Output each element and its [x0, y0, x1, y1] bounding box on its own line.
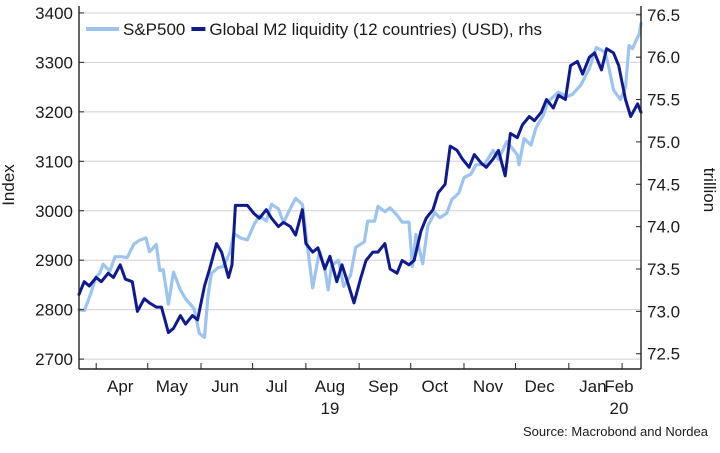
x-tick-label-feb: Feb	[604, 377, 633, 396]
right-tick-label: 73.0	[647, 302, 680, 321]
gridlines	[79, 12, 641, 360]
left-tick-label: 3100	[35, 152, 73, 171]
series-lines	[77, 21, 643, 339]
right-tick-label: 74.5	[647, 175, 680, 194]
left-tick-label: 3400	[35, 4, 73, 23]
x-tick-label-jun: Jun	[211, 377, 238, 396]
left-tick-label: 2700	[35, 350, 73, 369]
right-axis-ticks: 72.5 73.0 73.5 74.0 74.5 75.0 75.5 76.0 76.5	[636, 6, 680, 364]
right-tick-label: 75.0	[647, 133, 680, 152]
left-axis-ticks: 2700 2800 2900 3000 3100 3200 3300 3400	[35, 4, 84, 369]
x-year-label: 20	[610, 399, 629, 418]
right-tick-label: 76.0	[647, 48, 680, 67]
x-tick-label-sep: Sep	[368, 377, 398, 396]
right-tick-label: 75.5	[647, 91, 680, 110]
axes	[78, 6, 642, 370]
left-axis-label: Index	[0, 164, 18, 206]
legend-label-sp500: S&P500	[123, 20, 185, 39]
right-tick-label: 73.5	[647, 260, 680, 279]
left-tick-label: 3300	[35, 53, 73, 72]
source-note: Source: Macrobond and Nordea	[523, 424, 709, 439]
right-tick-label: 72.5	[647, 345, 680, 364]
x-tick-label-nov: Nov	[473, 377, 504, 396]
right-tick-label: 76.5	[647, 6, 680, 25]
x-year-label: 19	[320, 399, 339, 418]
left-tick-label: 3000	[35, 202, 73, 221]
x-tick-label-oct: Oct	[422, 377, 449, 396]
legend: S&P500 Global M2 liquidity (12 countries…	[86, 20, 542, 39]
right-tick-label: 74.0	[647, 218, 680, 237]
left-tick-label: 3200	[35, 103, 73, 122]
left-tick-label: 2900	[35, 251, 73, 270]
right-axis-label: trillion	[700, 168, 719, 212]
x-tick-label-aug: Aug	[315, 377, 345, 396]
x-tick-label-may: May	[156, 377, 189, 396]
x-tick-label-jul: Jul	[266, 377, 288, 396]
x-tick-label-dec: Dec	[524, 377, 555, 396]
legend-label-m2: Global M2 liquidity (12 countries) (USD)…	[209, 20, 542, 39]
x-tick-label-apr: Apr	[107, 377, 134, 396]
series-line-m2	[77, 47, 643, 335]
x-tick-label-jan: Jan	[579, 377, 606, 396]
series-line-sp500	[77, 21, 643, 339]
left-tick-label: 2800	[35, 301, 73, 320]
